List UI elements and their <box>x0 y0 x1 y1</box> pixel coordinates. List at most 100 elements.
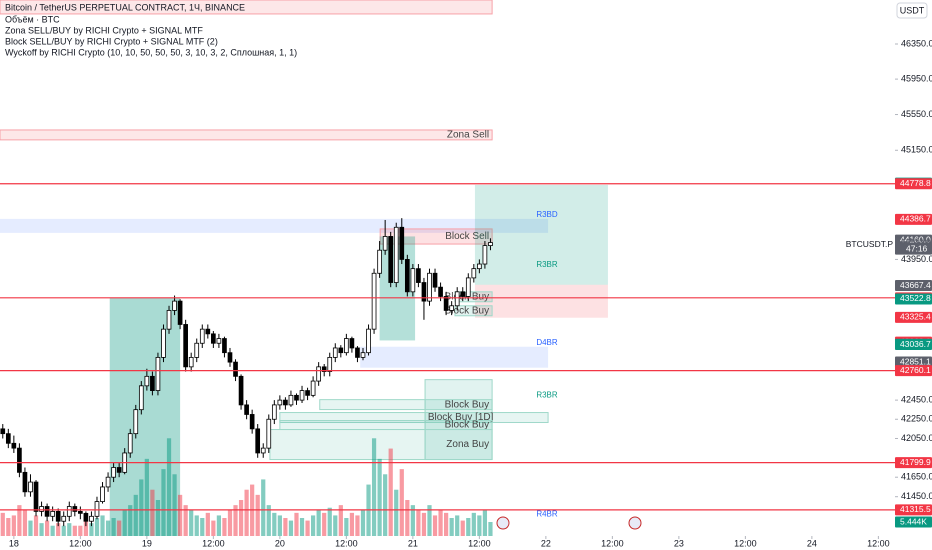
candle-body <box>266 418 272 449</box>
candle-body <box>172 300 177 311</box>
candle-body <box>222 338 227 354</box>
candle-body <box>355 347 360 358</box>
volume-bar <box>139 479 144 536</box>
candle-body <box>332 347 338 358</box>
candle-body <box>11 442 17 449</box>
volume-bar <box>266 505 271 536</box>
candle-body <box>416 268 421 283</box>
candle-body <box>327 356 333 372</box>
candle-body <box>111 467 116 478</box>
volume-bar <box>172 474 177 536</box>
volume-bar <box>22 510 28 536</box>
price-tag-label: 44778.8 <box>900 178 931 188</box>
volume-bar <box>344 518 349 536</box>
volume-bar <box>89 523 94 536</box>
price-tag-label: 43325.4 <box>900 312 931 322</box>
candle-body <box>299 390 305 401</box>
candle-body <box>144 375 150 387</box>
volume-bar <box>360 510 366 536</box>
level-label: R3BR <box>536 260 558 269</box>
volume-bar <box>449 518 454 536</box>
candle-body <box>177 300 183 325</box>
candle-body <box>260 447 266 454</box>
zone-label: Zona Sell <box>447 130 489 141</box>
candle-body <box>410 268 416 293</box>
price-tag <box>895 339 932 351</box>
currency: USDT <box>900 5 925 15</box>
volume-bar <box>183 505 188 536</box>
x-tick-label: 22 <box>541 538 551 548</box>
candle-body <box>288 394 294 406</box>
candle-body <box>166 310 172 330</box>
volume-bar <box>144 458 149 536</box>
indicator: Zona SELL/BUY by RICHI Crypto + SIGNAL M… <box>5 25 203 35</box>
candle-body <box>133 409 139 435</box>
event-icon[interactable] <box>496 516 510 530</box>
candle-body <box>55 510 61 522</box>
candle-body <box>22 471 28 493</box>
volume-bar <box>283 518 288 536</box>
candle-body <box>116 467 122 473</box>
candle-body <box>44 506 50 517</box>
volume-bar <box>349 512 355 536</box>
zone <box>279 412 549 424</box>
zone <box>269 429 493 461</box>
countdown: 47:16 <box>906 243 928 253</box>
candle-body <box>78 510 83 514</box>
zone <box>360 346 549 368</box>
x-tick-label: 24 <box>807 538 817 548</box>
volume-bar <box>294 512 299 536</box>
candle-body <box>277 399 283 406</box>
candle-body <box>211 333 216 344</box>
x-tick-label: 12:00 <box>202 538 225 548</box>
volume-bar <box>311 515 316 536</box>
volume-bar <box>438 510 443 536</box>
x-tick-label: 12:00 <box>69 538 92 548</box>
volume-bar <box>78 525 83 536</box>
volume-bar <box>244 489 249 536</box>
price-tag-label: 41799.9 <box>900 457 931 467</box>
candle-body <box>471 268 477 279</box>
volume-bar <box>305 520 310 536</box>
volume-bar <box>39 523 44 536</box>
price-tag-label: 43522.8 <box>900 293 931 303</box>
y-tick-label: 42250.0 <box>901 414 932 424</box>
event-icon[interactable] <box>628 516 642 530</box>
candle-body <box>360 352 366 358</box>
candle-body <box>388 236 394 283</box>
volume-bar <box>83 520 89 536</box>
volume-bar <box>61 525 66 536</box>
volume-bar <box>371 438 377 536</box>
volume-tag-label: 5.444K <box>900 516 927 526</box>
price-tag-label: 41315.5 <box>900 504 931 514</box>
price-tag-label: 42760.1 <box>900 365 931 375</box>
volume-bar <box>122 510 127 536</box>
candle-body <box>349 338 355 349</box>
candle-body <box>465 277 471 297</box>
indicator: Block SELL/BUY by RICHI Crypto + SIGNAL … <box>5 36 218 46</box>
volume-bar <box>17 505 22 536</box>
candle-body <box>89 515 94 522</box>
candle-body <box>432 272 438 288</box>
candle-body <box>305 390 310 396</box>
zone <box>379 228 493 245</box>
volume-bar <box>460 520 465 536</box>
currency-button[interactable] <box>896 2 928 19</box>
chart-title: Bitcoin / TetherUS PERPETUAL CONTRACT, 1… <box>5 2 245 12</box>
volume-bar <box>455 515 460 536</box>
volume-bar <box>322 512 327 536</box>
volume-bar <box>161 469 166 536</box>
y-tick-label: 41650.0 <box>901 472 932 482</box>
candle-body <box>127 433 133 454</box>
y-tick-label: 42050.0 <box>901 433 932 443</box>
volume-bar <box>355 515 360 536</box>
volume-bar <box>261 479 266 536</box>
candle-body <box>100 486 105 503</box>
candle-body <box>249 414 255 430</box>
y-tick-label: 46350.0 <box>901 38 932 48</box>
volume-bar <box>216 515 222 536</box>
price-tag <box>895 213 932 225</box>
candle-body <box>194 342 200 358</box>
